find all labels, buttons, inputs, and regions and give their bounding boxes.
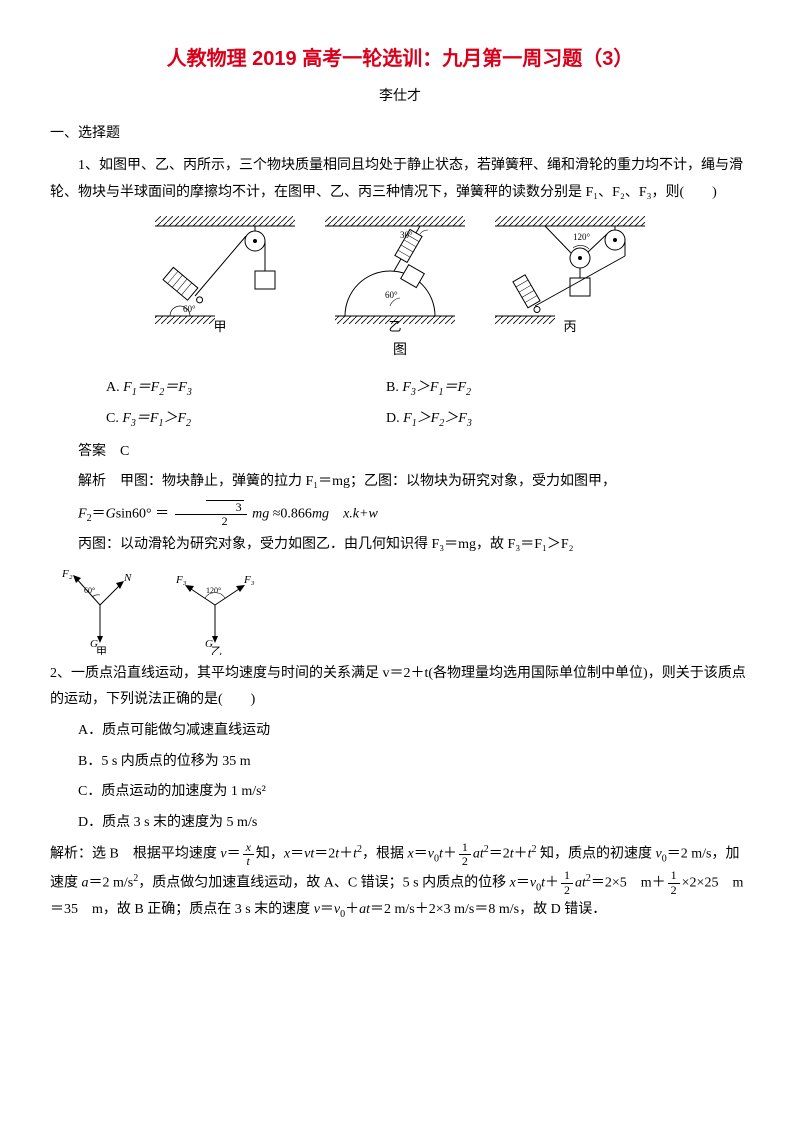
svg-text:F₃: F₃ (243, 574, 255, 586)
page-title: 人教物理 2019 高考一轮选训：九月第一周习题（3） (50, 40, 750, 78)
fig-jia: 60° 甲 (155, 216, 295, 336)
q1-explain-3: 丙图：以动滑轮为研究对象，受力如图乙．由几何知识得 F₃＝mg，故 F₃＝F₁＞… (50, 532, 750, 559)
q1-options: A. F1＝F2＝F3 B. F3＞F1＝F2 C. F3＝F1＞F2 D. F… (106, 373, 666, 435)
q2-stem: 2、一质点沿直线运动，其平均速度与时间的关系满足 v＝2＋t(各物理量均选用国际… (50, 661, 750, 714)
fbd-yi: G F₃ F₃ 120° 乙 (170, 565, 260, 655)
section-heading: 一、选择题 (50, 121, 750, 148)
angle-label: 30° (400, 230, 413, 240)
q1-fbd-figures: G F₂ N 60° 甲 G F₃ F₃ 120° 乙 (60, 565, 750, 655)
q1-optB: B. F3＞F1＝F2 (386, 373, 666, 404)
fig-label: 丙 (563, 319, 576, 334)
svg-text:乙: 乙 (211, 645, 222, 655)
fig-yi: 30° 60° 乙 (325, 216, 465, 336)
author: 李仕才 (50, 84, 750, 111)
svg-text:120°: 120° (206, 586, 221, 595)
svg-text:甲: 甲 (96, 646, 107, 655)
q2-optA: A．质点可能做匀减速直线运动 (50, 718, 750, 745)
angle-label: 60° (183, 304, 196, 314)
q1-optC: C. F3＝F1＞F2 (106, 404, 386, 435)
fig-label: 乙 (388, 319, 401, 334)
q1-explain-1: 解析 甲图：物块静止，弹簧的拉力 F₁＝mg；乙图：以物块为研究对象，受力如图甲… (50, 469, 750, 496)
q1-optA: A. F1＝F2＝F3 (106, 373, 386, 404)
svg-text:60°: 60° (84, 586, 95, 595)
q1-optD: D. F1＞F2＞F3 (386, 404, 666, 435)
q2-optC: C．质点运动的加速度为 1 m/s² (50, 779, 750, 806)
q1-explain-2: F2＝Gsin60° ＝ 32 mg ≈0.866mg x.k+w (50, 500, 750, 528)
fig-label: 甲 (213, 319, 226, 334)
angle-label: 60° (385, 290, 398, 300)
svg-text:N: N (123, 572, 132, 584)
q2-optD: D．质点 3 s 末的速度为 5 m/s (50, 810, 750, 837)
q2-optB: B．5 s 内质点的位移为 35 m (50, 749, 750, 776)
angle-label: 120° (573, 232, 591, 242)
q1-stem: 1、如图甲、乙、丙所示，三个物块质量相同且均处于静止状态，若弹簧秤、绳和滑轮的重… (50, 153, 750, 206)
fbd-jia: G F₂ N 60° 甲 (60, 565, 140, 655)
q1-figures: 60° 甲 30° 60° 乙 (50, 216, 750, 336)
q2-explain: 解析：选 B 根据平均速度 v＝xt知，x＝vt＝2t＋t2，根据 x＝v0t＋… (50, 840, 750, 924)
svg-text:F₂: F₂ (61, 568, 73, 580)
q1-answer: 答案 C (50, 439, 750, 466)
fig-caption: 图 (50, 338, 750, 365)
svg-text:F₃: F₃ (175, 574, 187, 586)
fig-bing: 120° 丙 (495, 216, 645, 336)
